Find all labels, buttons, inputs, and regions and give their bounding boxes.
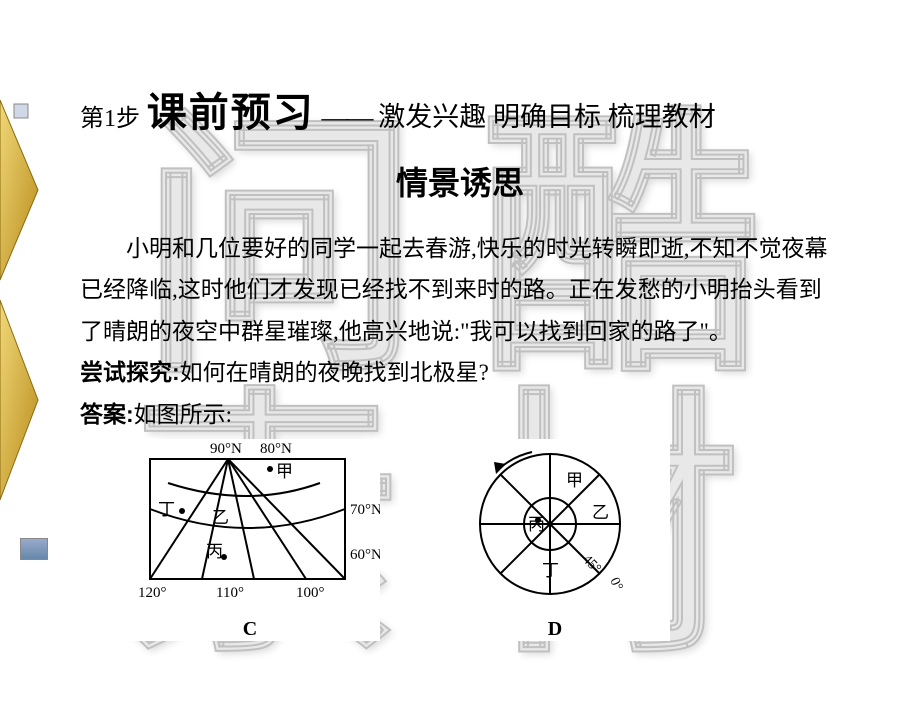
dc-bot-2: 110° bbox=[216, 585, 244, 601]
dash: —— bbox=[322, 102, 372, 132]
pretitle: 课前预习 bbox=[147, 90, 315, 135]
dd-yi: 乙 bbox=[592, 503, 609, 522]
diagram-c-label: C bbox=[120, 618, 380, 641]
dc-ding: 丁 bbox=[158, 500, 175, 519]
story-text: 小明和几位要好的同学一起去春游,快乐的时光转瞬即逝,不知不觉夜幕已经降临,这时他… bbox=[80, 228, 840, 352]
dc-bing: 丙 bbox=[206, 542, 223, 561]
slide-content: 第1步 课前预习 —— 激发兴趣 明确目标 梳理教材 情景诱思 小明和几位要好的… bbox=[0, 0, 920, 641]
try-label: 尝试探究: bbox=[80, 359, 180, 385]
diagrams-row: 90°N 80°N 70°N 60°N 120° 110° 100° 甲 丁 乙… bbox=[120, 439, 840, 641]
diagram-c: 90°N 80°N 70°N 60°N 120° 110° 100° 甲 丁 乙… bbox=[120, 439, 380, 641]
dc-right-2: 60°N bbox=[350, 547, 380, 563]
step-label: 第1步 bbox=[80, 106, 140, 132]
answer-label: 答案: bbox=[80, 401, 134, 427]
dd-bing: 丙 bbox=[528, 515, 545, 534]
dc-yi: 乙 bbox=[212, 508, 229, 527]
dc-bot-3: 100° bbox=[296, 585, 325, 601]
diagram-d-label: D bbox=[440, 618, 670, 641]
subtitle: 情景诱思 bbox=[80, 158, 840, 204]
dc-top-1: 90°N bbox=[210, 441, 242, 457]
dc-top-2: 80°N bbox=[260, 441, 292, 457]
header-tags: 激发兴趣 明确目标 梳理教材 bbox=[378, 102, 716, 132]
answer-line: 答案:如图所示: bbox=[80, 394, 840, 435]
dd-jia: 甲 bbox=[566, 471, 583, 490]
dc-bot-1: 120° bbox=[138, 585, 167, 601]
thumbnail-icon bbox=[20, 538, 48, 560]
answer-text: 如图所示: bbox=[134, 402, 232, 427]
dc-right-1: 70°N bbox=[350, 502, 380, 518]
try-line: 尝试探究:如何在晴朗的夜晚找到北极星? bbox=[80, 352, 840, 393]
header-line: 第1步 课前预习 —— 激发兴趣 明确目标 梳理教材 bbox=[80, 80, 840, 138]
diagram-d: 甲 乙 丙 丁 45° 0° D bbox=[440, 439, 670, 641]
dd-ding: 丁 bbox=[542, 561, 559, 580]
dc-jia: 甲 bbox=[276, 462, 293, 481]
try-text: 如何在晴朗的夜晚找到北极星? bbox=[180, 360, 489, 385]
